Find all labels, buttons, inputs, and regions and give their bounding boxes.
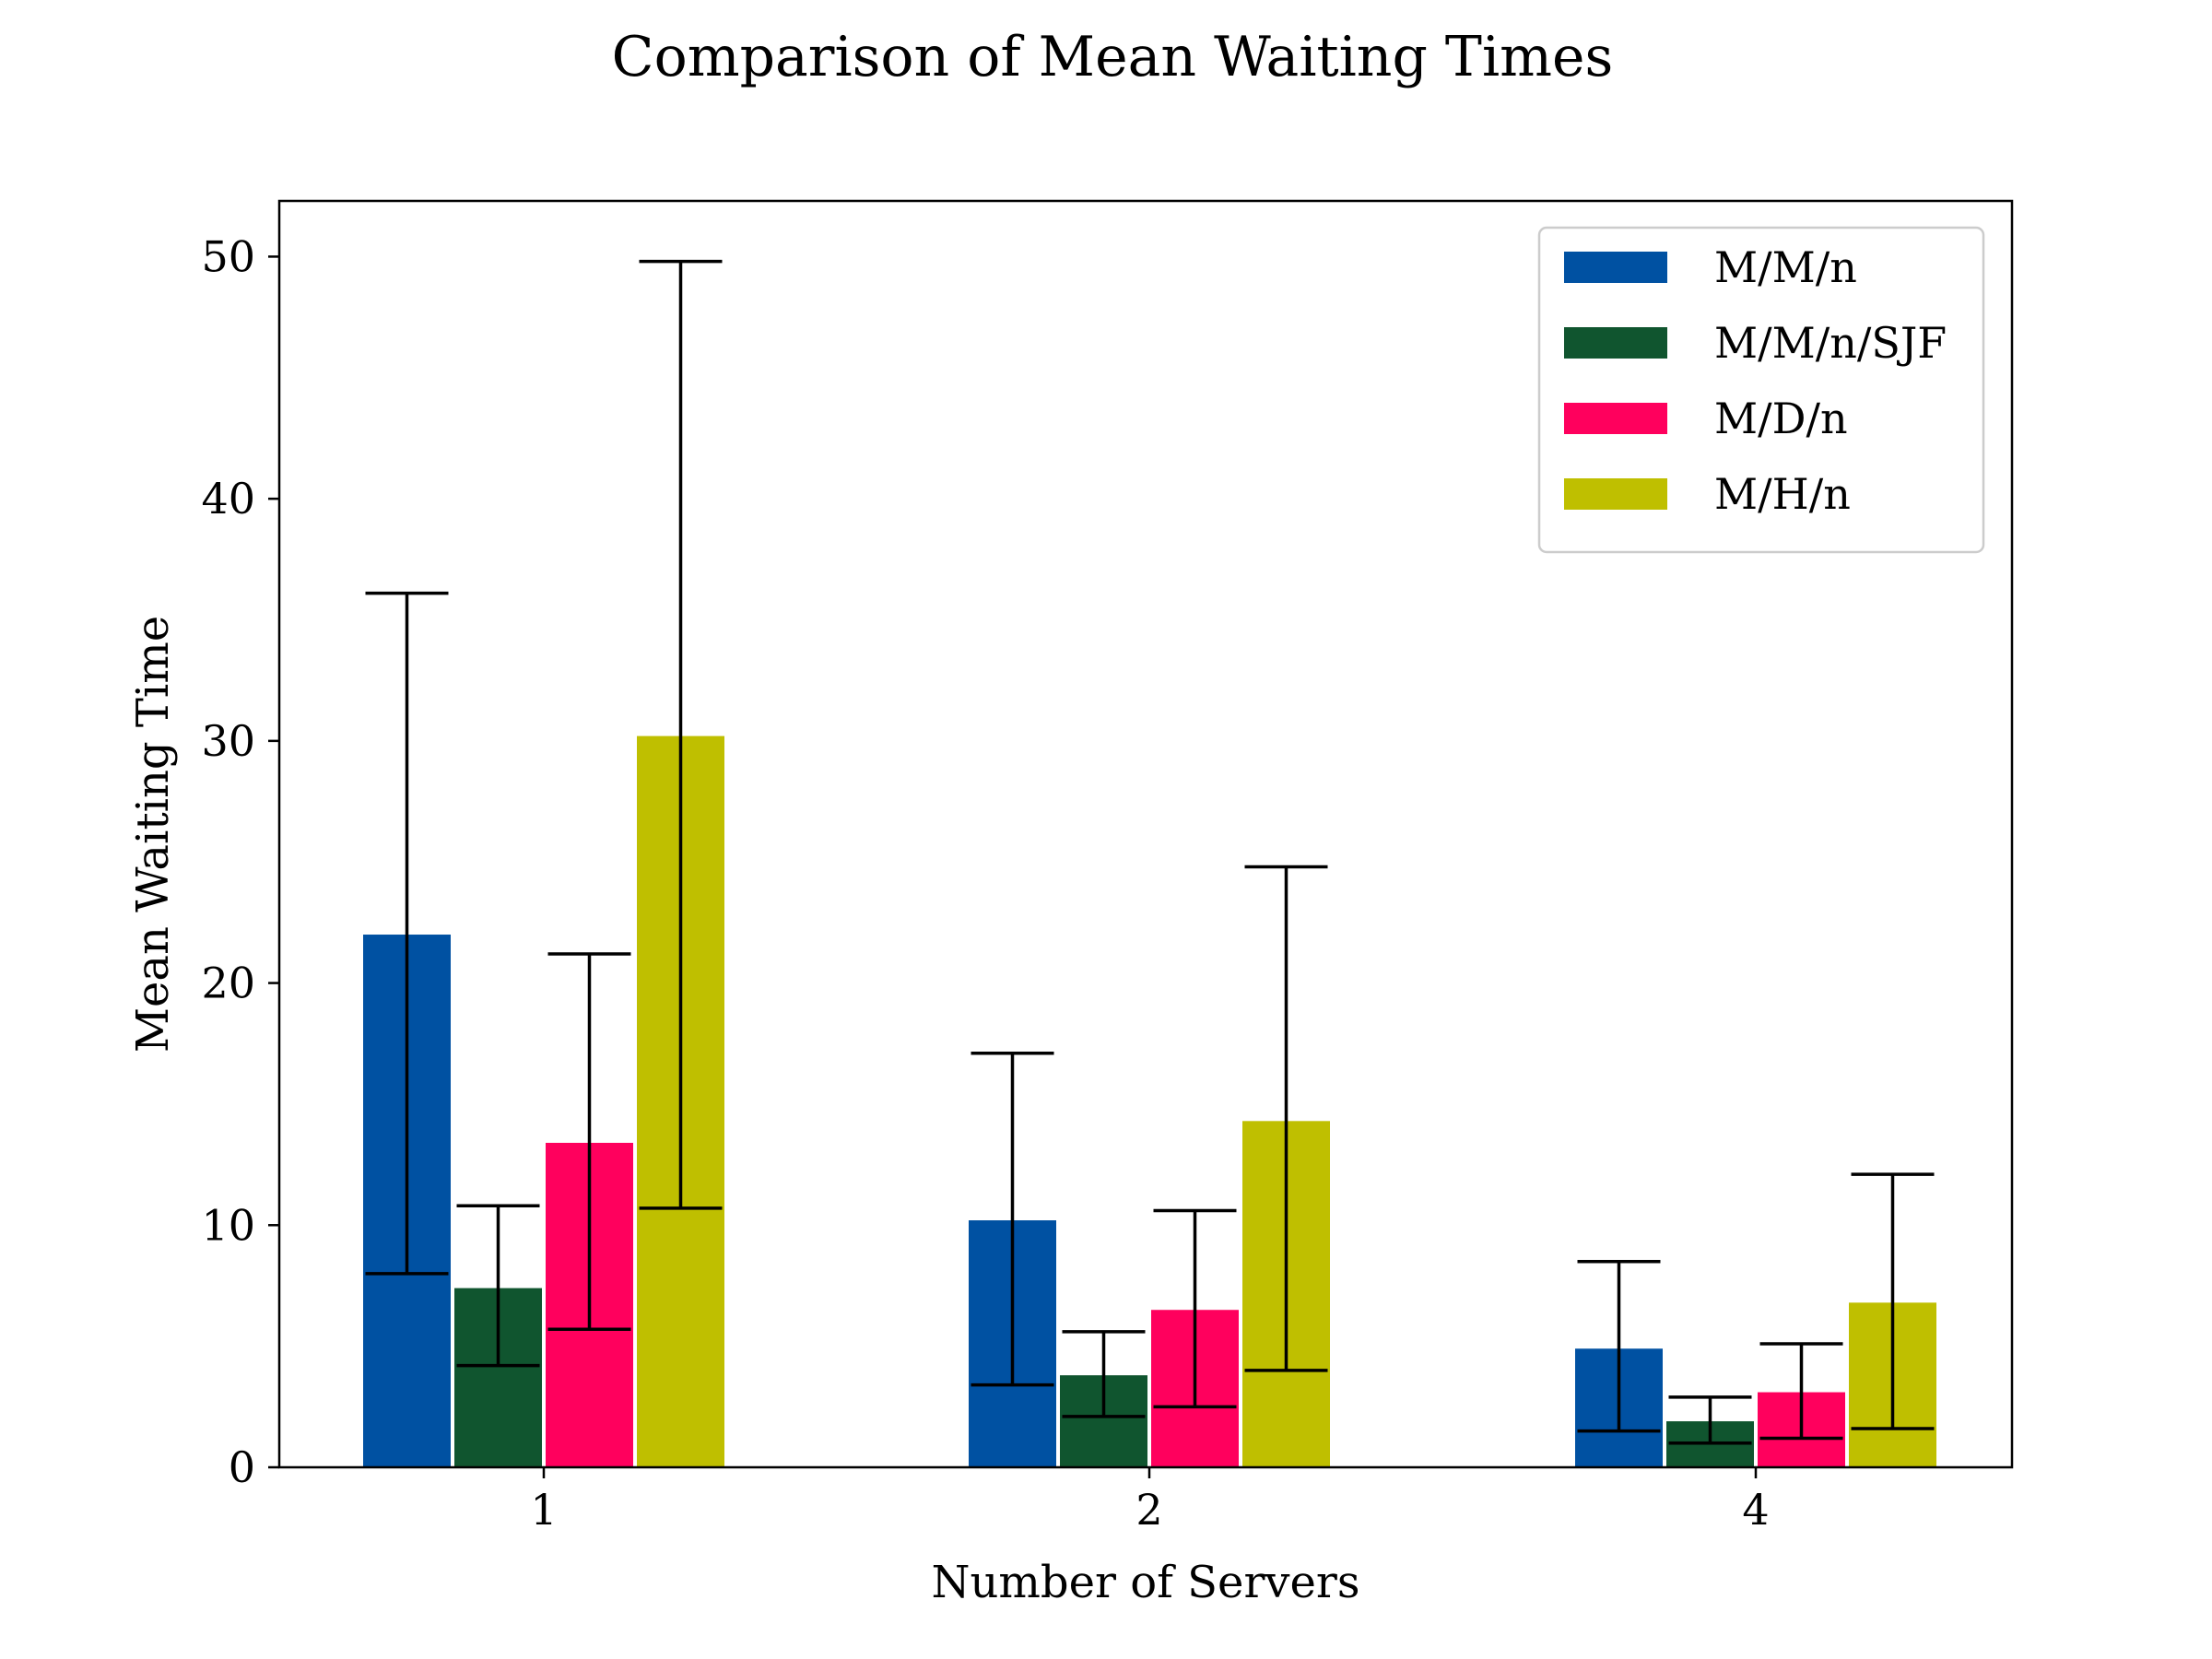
y-tick-label-0: 0 bbox=[229, 1442, 255, 1492]
legend-label: M/D/n bbox=[1714, 394, 1848, 443]
x-tick-label-4: 4 bbox=[1742, 1485, 1769, 1535]
legend-label: M/H/n bbox=[1714, 469, 1851, 519]
y-axis: 0 10 20 30 40 50 bbox=[201, 231, 279, 1492]
error-bar-m-d-n-4 bbox=[1759, 1342, 1843, 1441]
legend-box bbox=[1537, 226, 1985, 554]
error-bar-m-m-n-1 bbox=[365, 591, 449, 1276]
error-bar-m-h-n-1 bbox=[639, 259, 723, 1210]
y-tick-label-40: 40 bbox=[201, 474, 255, 524]
y-tick-label-30: 30 bbox=[201, 716, 255, 766]
chart-title: Comparison of Mean Waiting Times bbox=[612, 25, 1614, 89]
x-tick-label-2: 2 bbox=[1135, 1485, 1162, 1535]
legend-swatch bbox=[1564, 252, 1667, 283]
legend-swatch bbox=[1564, 478, 1667, 510]
error-bar-m-d-n-1 bbox=[547, 952, 631, 1332]
error-bar-m-m-n-sjf-2 bbox=[1062, 1330, 1146, 1418]
legend-label: M/M/n bbox=[1714, 242, 1857, 292]
error-bar-m-h-n-2 bbox=[1244, 865, 1328, 1372]
error-bar-m-m-n-4 bbox=[1577, 1259, 1661, 1433]
legend-item-m-m-n-sjf: M/M/n/SJF bbox=[1564, 318, 1947, 368]
legend-label: M/M/n/SJF bbox=[1714, 318, 1947, 368]
error-bar-m-h-n-4 bbox=[1851, 1172, 1935, 1430]
plot-area bbox=[363, 259, 1936, 1467]
legend-swatch bbox=[1564, 327, 1667, 359]
legend-item-m-d-n: M/D/n bbox=[1564, 394, 1848, 443]
plot-frame bbox=[277, 199, 2014, 1469]
error-bar-m-m-n-sjf-4 bbox=[1668, 1395, 1752, 1445]
x-tick-label-1: 1 bbox=[530, 1485, 557, 1535]
legend-swatch bbox=[1564, 403, 1667, 434]
legend: M/M/n M/M/n/SJF M/D/n M/H/n bbox=[1537, 226, 1985, 554]
y-axis-label: Mean Waiting Time bbox=[127, 616, 179, 1053]
error-bar-m-m-n-sjf-1 bbox=[456, 1204, 540, 1368]
y-tick-label-10: 10 bbox=[201, 1200, 255, 1250]
x-axis: 1 2 4 bbox=[530, 1467, 1770, 1535]
y-tick-label-50: 50 bbox=[201, 231, 255, 281]
y-tick-label-20: 20 bbox=[201, 959, 255, 1008]
legend-item-m-m-n: M/M/n bbox=[1564, 242, 1857, 292]
x-axis-label: Number of Servers bbox=[931, 1557, 1359, 1608]
legend-item-m-h-n: M/H/n bbox=[1564, 469, 1851, 519]
error-bar-m-d-n-2 bbox=[1153, 1208, 1237, 1409]
error-bar-m-m-n-2 bbox=[971, 1052, 1054, 1387]
